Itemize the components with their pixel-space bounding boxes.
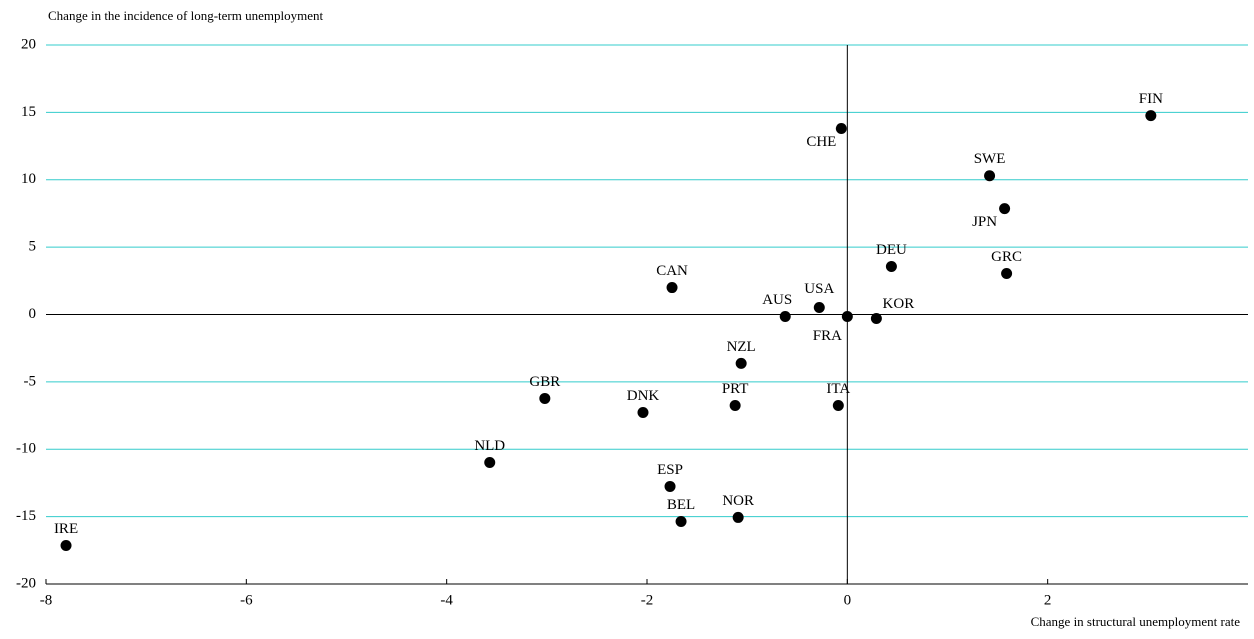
y-tick-label: 5 xyxy=(29,239,37,255)
y-tick-label: -10 xyxy=(16,441,36,457)
point xyxy=(835,123,847,135)
x-tick-label: 0 xyxy=(844,592,852,608)
point-label: ESP xyxy=(657,462,683,478)
point-label: DNK xyxy=(627,388,660,404)
point-label: FIN xyxy=(1139,91,1163,107)
point-label: DEU xyxy=(876,242,907,258)
point-label: FRA xyxy=(813,328,842,344)
point-label: USA xyxy=(804,281,834,297)
point xyxy=(666,282,678,294)
point xyxy=(870,313,882,325)
point xyxy=(732,511,744,523)
point xyxy=(539,392,551,404)
y-tick-label: -20 xyxy=(16,575,36,591)
point xyxy=(1145,110,1157,122)
y-tick-label: -15 xyxy=(16,508,36,524)
x-tick-label: -4 xyxy=(440,592,453,608)
point xyxy=(729,399,741,411)
point xyxy=(999,203,1011,215)
point-label: CHE xyxy=(806,134,836,150)
point-label: KOR xyxy=(883,296,915,312)
point xyxy=(60,539,72,551)
point xyxy=(637,406,649,418)
y-tick-label: 0 xyxy=(29,306,37,322)
point xyxy=(885,261,897,273)
point xyxy=(735,357,747,369)
point xyxy=(675,515,687,527)
point-label: BEL xyxy=(667,497,695,513)
point xyxy=(664,480,676,492)
point-label: PRT xyxy=(722,381,749,397)
y-tick-label: 20 xyxy=(21,36,36,52)
y-axis-label: Change in the incidence of long-term une… xyxy=(48,8,323,23)
x-tick-label: -6 xyxy=(240,592,253,608)
point-label: CAN xyxy=(656,263,688,279)
point-label: AUS xyxy=(762,292,792,308)
point xyxy=(779,311,791,323)
point xyxy=(984,170,996,182)
point-label: NOR xyxy=(722,493,754,509)
point-label: JPN xyxy=(972,214,997,230)
point-label: ITA xyxy=(826,381,850,397)
x-tick-label: 2 xyxy=(1044,592,1052,608)
x-tick-label: -2 xyxy=(641,592,654,608)
x-tick-label: -8 xyxy=(40,592,53,608)
y-tick-label: 15 xyxy=(21,104,36,120)
y-tick-label: 10 xyxy=(21,171,36,187)
point-label: GBR xyxy=(529,374,560,390)
point xyxy=(832,399,844,411)
point-label: NZL xyxy=(727,339,756,355)
point-label: NLD xyxy=(474,438,505,454)
point xyxy=(484,456,496,468)
point xyxy=(1001,268,1013,280)
point-label: GRC xyxy=(991,249,1022,265)
point xyxy=(813,301,825,313)
y-tick-label: -5 xyxy=(24,373,37,389)
point-label: IRE xyxy=(54,521,78,537)
point-label: SWE xyxy=(974,151,1006,167)
point xyxy=(841,311,853,323)
x-axis-label: Change in structural unemployment rate xyxy=(1031,614,1241,629)
